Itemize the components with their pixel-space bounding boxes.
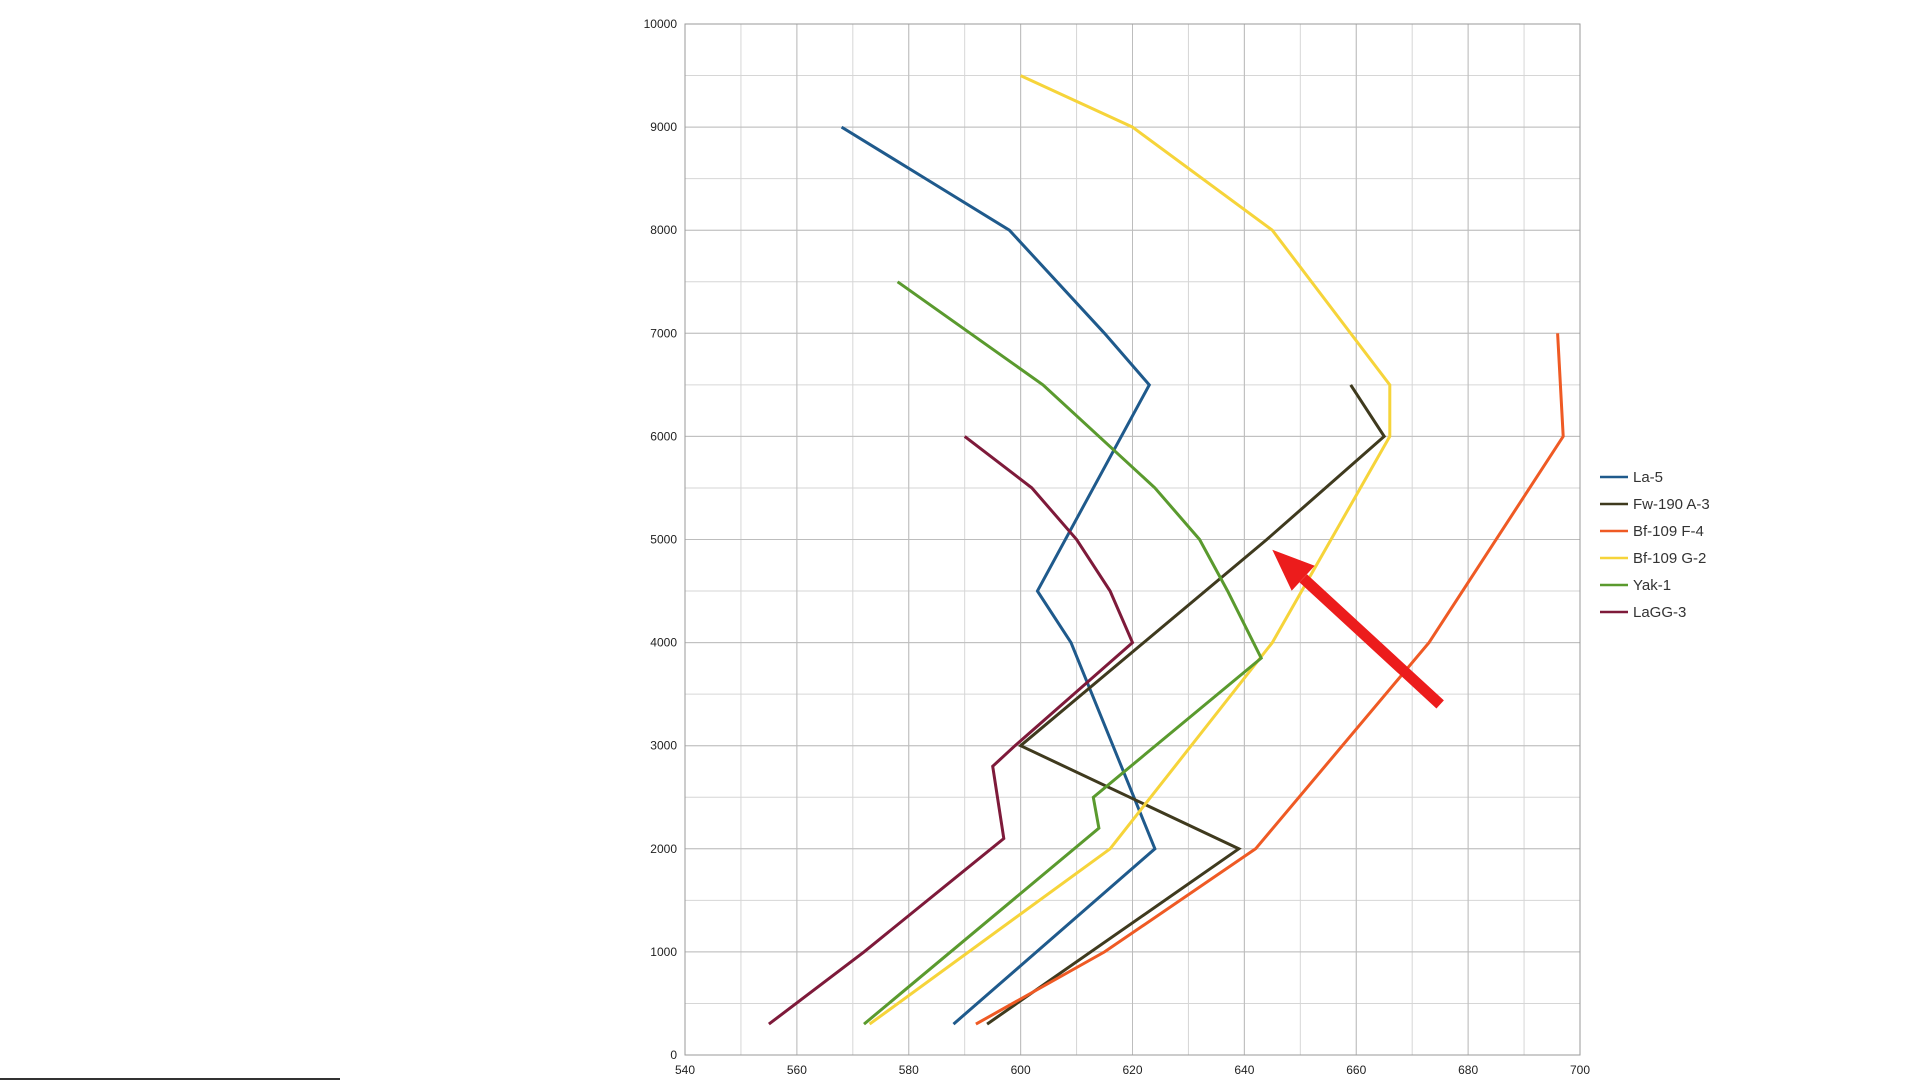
y-tick-label: 0 xyxy=(670,1048,677,1062)
annotation-arrow-shaft xyxy=(1299,574,1444,709)
plot-area-frame xyxy=(684,23,1581,1056)
y-tick-label: 7000 xyxy=(650,326,677,340)
y-tick-label: 8000 xyxy=(650,223,677,237)
x-tick-label: 600 xyxy=(1011,1063,1031,1077)
series-line-la-5 xyxy=(840,125,1157,1026)
x-tick-label: 580 xyxy=(899,1063,919,1077)
series-line-fw-190-a-3 xyxy=(986,384,1387,1026)
y-tick-label: 3000 xyxy=(650,739,677,753)
series-lines xyxy=(767,74,1565,1026)
x-tick-label: 640 xyxy=(1234,1063,1254,1077)
legend-label-la-5: La-5 xyxy=(1633,469,1663,486)
y-tick-label: 4000 xyxy=(650,636,677,650)
legend-label-bf-109-f-4: Bf-109 F-4 xyxy=(1633,523,1704,540)
x-axis-tick-labels: 540 560 580 600 620 640 660 680 700 xyxy=(675,1063,1590,1077)
y-tick-label: 6000 xyxy=(650,429,677,443)
series-line-bf-109-f-4 xyxy=(975,333,1565,1026)
series-line-bf-109-g-2 xyxy=(868,74,1392,1026)
annotation-arrow-head xyxy=(1272,549,1315,591)
legend: La-5 Fw-190 A-3 Bf-109 F-4 Bf-109 G-2 Yak-1 L… xyxy=(1600,469,1710,621)
legend-label-bf-109-g-2: Bf-109 G-2 xyxy=(1633,550,1706,567)
x-tick-label: 660 xyxy=(1346,1063,1366,1077)
y-tick-label: 1000 xyxy=(650,945,677,959)
legend-label-fw-190-a-3: Fw-190 A-3 xyxy=(1633,496,1710,513)
y-tick-label: 2000 xyxy=(650,842,677,856)
footer-rule xyxy=(0,1078,340,1080)
legend-label-lagg-3: LaGG-3 xyxy=(1633,604,1686,621)
x-tick-label: 700 xyxy=(1570,1063,1590,1077)
y-tick-label: 9000 xyxy=(650,120,677,134)
y-tick-label: 5000 xyxy=(650,533,677,547)
x-tick-label: 560 xyxy=(787,1063,807,1077)
x-tick-label: 680 xyxy=(1458,1063,1478,1077)
y-tick-label: 10000 xyxy=(644,17,678,31)
x-tick-label: 540 xyxy=(675,1063,695,1077)
x-tick-label: 620 xyxy=(1122,1063,1142,1077)
y-axis-tick-labels: 0 1000 2000 3000 4000 5000 6000 7000 8000 9000 100… xyxy=(644,17,678,1062)
series-line-yak-1 xyxy=(863,280,1264,1026)
series-line-lagg-3 xyxy=(767,435,1135,1026)
annotation xyxy=(1272,549,1444,709)
legend-label-yak-1: Yak-1 xyxy=(1633,577,1671,594)
